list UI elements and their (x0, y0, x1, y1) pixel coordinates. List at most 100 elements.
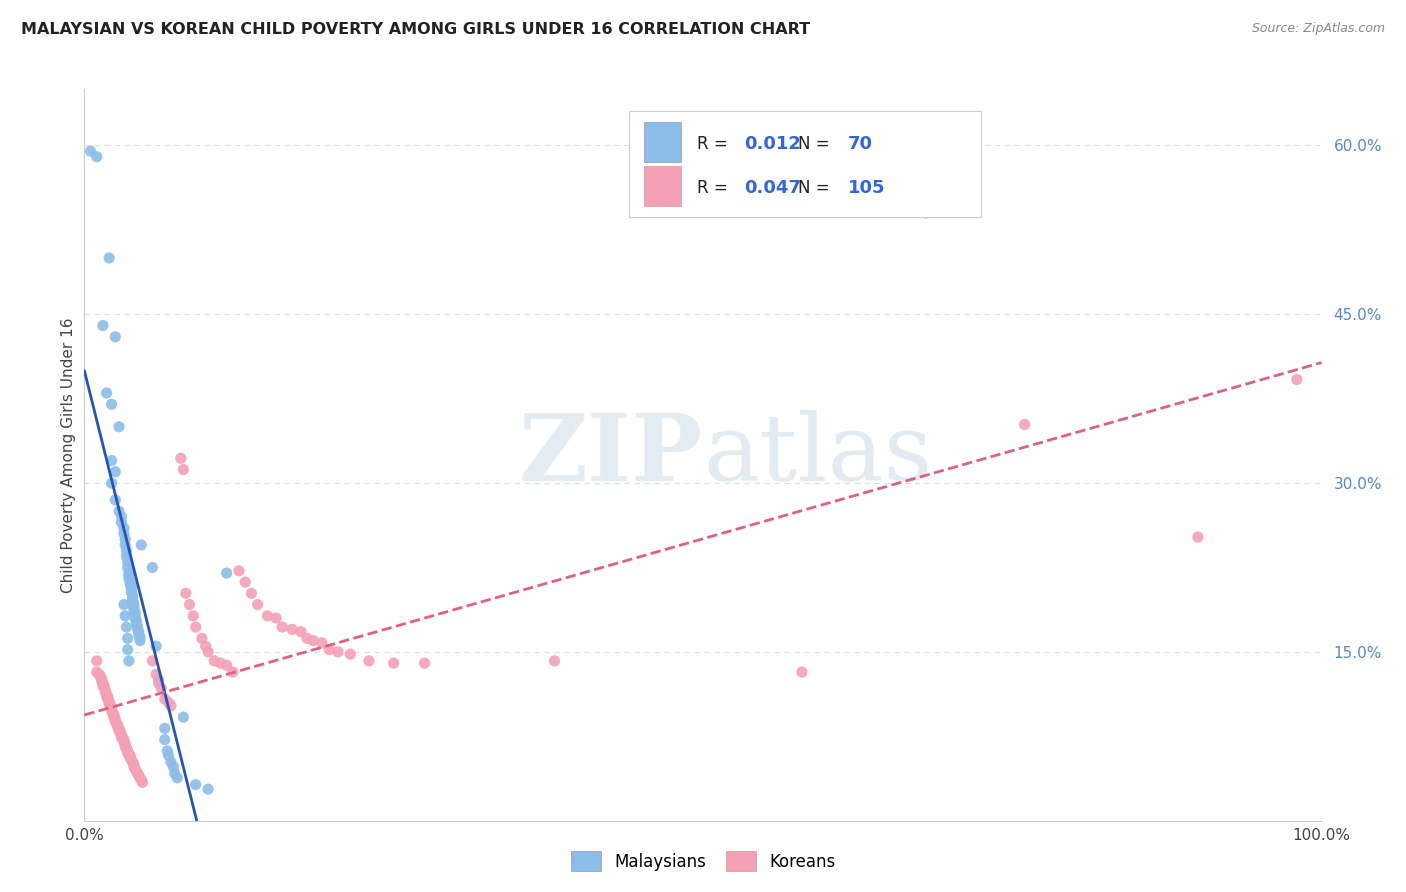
Text: N =: N = (799, 179, 835, 197)
Point (104, 714, 127, 729)
Point (122, 597, 145, 611)
Point (122, 759, 145, 773)
Text: 105: 105 (848, 179, 886, 197)
Point (108, 722, 131, 736)
Point (156, 744, 179, 758)
Point (150, 681, 173, 695)
Point (120, 585, 142, 599)
Point (110, 516, 132, 530)
Point (115, 741, 138, 756)
Point (110, 509, 132, 524)
Point (160, 755, 183, 769)
Point (121, 755, 143, 769)
Point (103, 710, 125, 724)
Point (174, 586, 197, 600)
Point (110, 728, 132, 742)
Point (120, 580, 142, 594)
Point (110, 731, 132, 745)
Point (118, 566, 141, 580)
Point (100, 453, 122, 467)
Point (197, 645, 219, 659)
FancyBboxPatch shape (644, 122, 681, 162)
Point (256, 608, 278, 623)
Point (98, 251, 121, 265)
Point (107, 718, 129, 732)
Point (117, 642, 139, 657)
Point (122, 602, 145, 616)
Point (101, 706, 124, 721)
Text: N =: N = (799, 135, 835, 153)
Point (96, 386, 118, 401)
Point (157, 696, 180, 710)
Point (141, 654, 163, 668)
Point (117, 555, 139, 569)
Point (110, 726, 132, 740)
Point (129, 633, 152, 648)
Point (295, 632, 318, 646)
Point (97, 692, 120, 706)
Point (1285, 372, 1308, 386)
Point (184, 620, 207, 634)
Point (101, 706, 124, 720)
Point (125, 764, 148, 778)
Point (271, 620, 294, 634)
Point (98, 698, 121, 712)
Point (104, 492, 127, 507)
Point (98, 697, 121, 711)
Point (790, 665, 813, 679)
Point (121, 589, 143, 603)
Point (125, 616, 148, 631)
Point (98, 698, 121, 713)
Point (122, 599, 145, 614)
Y-axis label: Child Poverty Among Girls Under 16: Child Poverty Among Girls Under 16 (60, 318, 76, 592)
Point (127, 619, 149, 633)
Point (179, 598, 201, 612)
Point (129, 771, 152, 785)
Point (114, 737, 136, 751)
Point (129, 773, 152, 788)
Point (1014, 417, 1036, 432)
Point (93, 679, 115, 693)
Point (1187, 530, 1209, 544)
Point (145, 667, 167, 681)
Point (86, 150, 108, 164)
Text: MALAYSIAN VS KOREAN CHILD POVERTY AMONG GIRLS UNDER 16 CORRELATION CHART: MALAYSIAN VS KOREAN CHILD POVERTY AMONG … (21, 22, 810, 37)
Point (215, 658, 238, 673)
Point (129, 538, 152, 552)
Point (110, 724, 132, 739)
Point (148, 676, 170, 690)
Point (108, 504, 131, 518)
Point (86, 665, 108, 679)
Point (94, 683, 117, 698)
Point (124, 607, 146, 622)
Point (382, 656, 405, 670)
Point (107, 720, 129, 734)
Point (120, 750, 142, 764)
Point (93, 681, 115, 695)
Legend: Malaysians, Koreans: Malaysians, Koreans (564, 845, 842, 878)
Point (104, 712, 127, 726)
Point (129, 630, 152, 644)
Point (326, 645, 349, 659)
Point (90, 672, 112, 686)
Point (202, 654, 225, 668)
FancyBboxPatch shape (644, 166, 681, 206)
Point (124, 606, 146, 620)
Point (246, 598, 269, 612)
Point (79, 144, 101, 158)
Point (112, 598, 135, 612)
Point (543, 654, 565, 668)
Point (302, 633, 325, 648)
Point (114, 533, 136, 547)
Point (170, 451, 193, 466)
Point (233, 575, 256, 590)
Point (160, 698, 183, 713)
Point (339, 647, 361, 661)
Point (166, 771, 188, 785)
Point (108, 723, 131, 738)
Point (90, 674, 112, 689)
Point (357, 654, 380, 668)
Point (311, 636, 333, 650)
Point (172, 462, 194, 476)
Point (118, 568, 141, 582)
